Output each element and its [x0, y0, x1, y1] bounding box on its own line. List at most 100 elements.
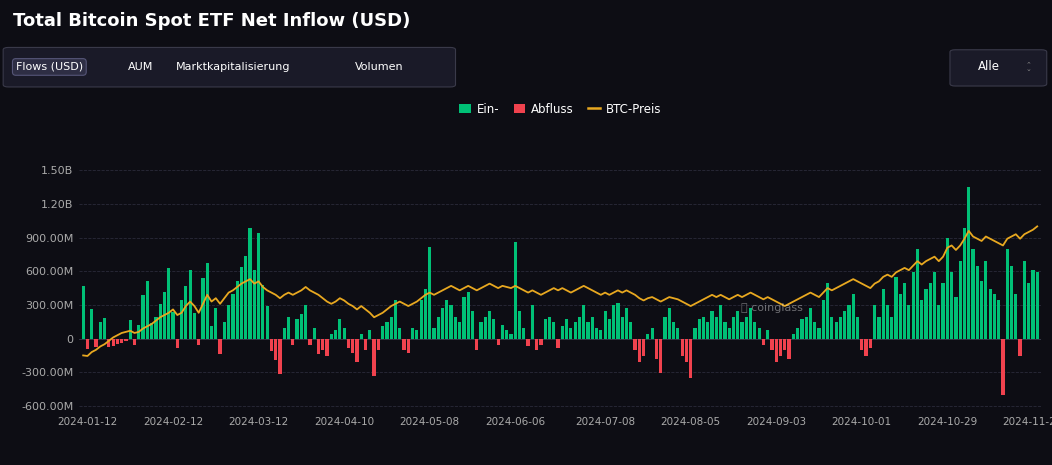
Bar: [783, 339, 787, 350]
Bar: [646, 333, 649, 339]
Bar: [219, 339, 222, 354]
Bar: [540, 339, 543, 345]
Text: Marktkapitalisierung: Marktkapitalisierung: [176, 62, 290, 72]
Bar: [660, 339, 663, 373]
Bar: [616, 303, 620, 339]
Bar: [257, 233, 260, 339]
Bar: [985, 260, 988, 339]
Bar: [351, 339, 355, 352]
Bar: [283, 328, 286, 339]
Bar: [368, 330, 371, 339]
Bar: [133, 339, 136, 345]
Bar: [778, 339, 782, 356]
Bar: [248, 227, 251, 339]
Bar: [201, 278, 204, 339]
Bar: [416, 330, 419, 339]
Bar: [296, 319, 299, 339]
Bar: [112, 339, 115, 346]
Bar: [445, 300, 448, 339]
Bar: [856, 317, 859, 339]
Bar: [492, 319, 495, 339]
Bar: [1006, 249, 1009, 339]
Bar: [595, 328, 599, 339]
Text: Volumen: Volumen: [355, 62, 403, 72]
Bar: [710, 311, 713, 339]
Bar: [561, 326, 564, 339]
Bar: [963, 227, 966, 339]
Bar: [774, 339, 777, 362]
Text: Total Bitcoin Spot ETF Net Inflow (USD): Total Bitcoin Spot ETF Net Inflow (USD): [13, 12, 410, 30]
Bar: [124, 339, 127, 341]
Bar: [312, 328, 316, 339]
Bar: [333, 330, 338, 339]
Bar: [809, 308, 812, 339]
Bar: [736, 311, 740, 339]
Bar: [843, 311, 846, 339]
Bar: [916, 249, 919, 339]
Bar: [420, 300, 423, 339]
Bar: [321, 339, 324, 350]
Bar: [724, 322, 727, 339]
Bar: [544, 319, 547, 339]
Bar: [167, 268, 170, 339]
Bar: [453, 317, 457, 339]
Text: ⌃
⌄: ⌃ ⌄: [1026, 61, 1032, 73]
Bar: [522, 328, 525, 339]
Bar: [625, 308, 628, 339]
Bar: [513, 242, 517, 339]
Bar: [223, 322, 226, 339]
Bar: [180, 300, 183, 339]
Bar: [531, 306, 534, 339]
Bar: [946, 238, 949, 339]
Bar: [1018, 339, 1021, 356]
Bar: [766, 330, 769, 339]
Bar: [155, 317, 158, 339]
Bar: [171, 312, 175, 339]
Bar: [693, 328, 696, 339]
Bar: [231, 294, 235, 339]
Bar: [650, 328, 653, 339]
Bar: [518, 311, 521, 339]
Bar: [385, 322, 388, 339]
Bar: [689, 339, 692, 379]
Bar: [890, 317, 893, 339]
Bar: [852, 294, 855, 339]
Bar: [838, 317, 842, 339]
Bar: [107, 339, 110, 347]
Bar: [770, 339, 773, 350]
Bar: [441, 308, 444, 339]
Bar: [462, 297, 466, 339]
Bar: [989, 289, 992, 339]
Bar: [449, 306, 452, 339]
Bar: [654, 339, 659, 359]
Bar: [907, 306, 910, 339]
Bar: [236, 281, 239, 339]
Bar: [99, 322, 102, 339]
Legend: Ein-, Abfluss, BTC-Preis: Ein-, Abfluss, BTC-Preis: [459, 103, 662, 116]
Bar: [604, 311, 607, 339]
Bar: [480, 322, 483, 339]
Bar: [569, 328, 572, 339]
Bar: [343, 328, 346, 339]
Bar: [865, 339, 868, 356]
Bar: [484, 317, 487, 339]
Bar: [1002, 339, 1005, 395]
Bar: [476, 339, 479, 350]
Bar: [488, 311, 491, 339]
Bar: [1031, 270, 1034, 339]
Bar: [128, 319, 132, 339]
Bar: [304, 306, 307, 339]
Bar: [403, 339, 406, 350]
Bar: [877, 317, 881, 339]
Bar: [685, 339, 688, 362]
Bar: [642, 339, 645, 356]
Bar: [813, 322, 816, 339]
Bar: [329, 333, 332, 339]
Bar: [861, 339, 864, 350]
Bar: [1010, 266, 1013, 339]
Bar: [728, 328, 731, 339]
Bar: [116, 339, 119, 344]
Text: 🦅 coinglass: 🦅 coinglass: [741, 303, 803, 313]
Bar: [275, 339, 278, 360]
Bar: [141, 295, 145, 339]
